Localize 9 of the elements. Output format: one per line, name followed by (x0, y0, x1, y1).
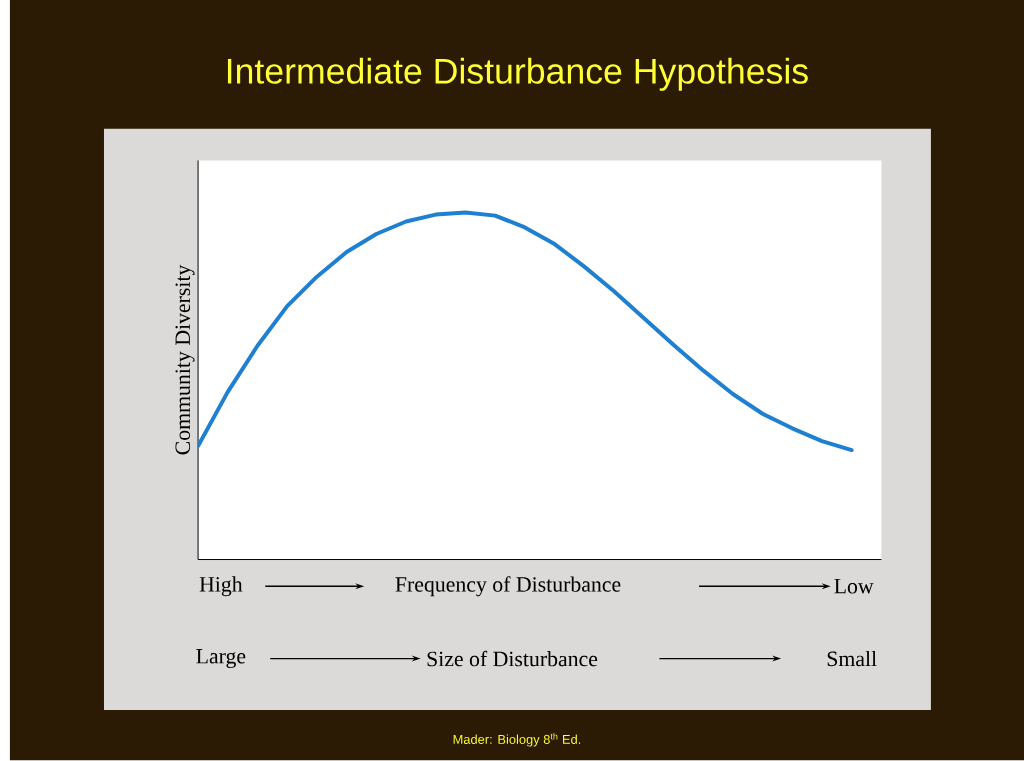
text: Size of Disturbance (427, 651, 598, 667)
text: Large (196, 649, 246, 669)
text: Mader: Biology 8$^{th}$ Ed. (453, 733, 581, 747)
text: High (199, 576, 243, 597)
x-axis-title: Frequency of Disturbance (395, 576, 621, 597)
text: Low (834, 579, 874, 594)
chart-title: Intermediate Disturbance Hypothesis (227, 57, 808, 92)
y-axis-title: Community Diversity (175, 264, 195, 455)
text: Small (827, 651, 877, 667)
